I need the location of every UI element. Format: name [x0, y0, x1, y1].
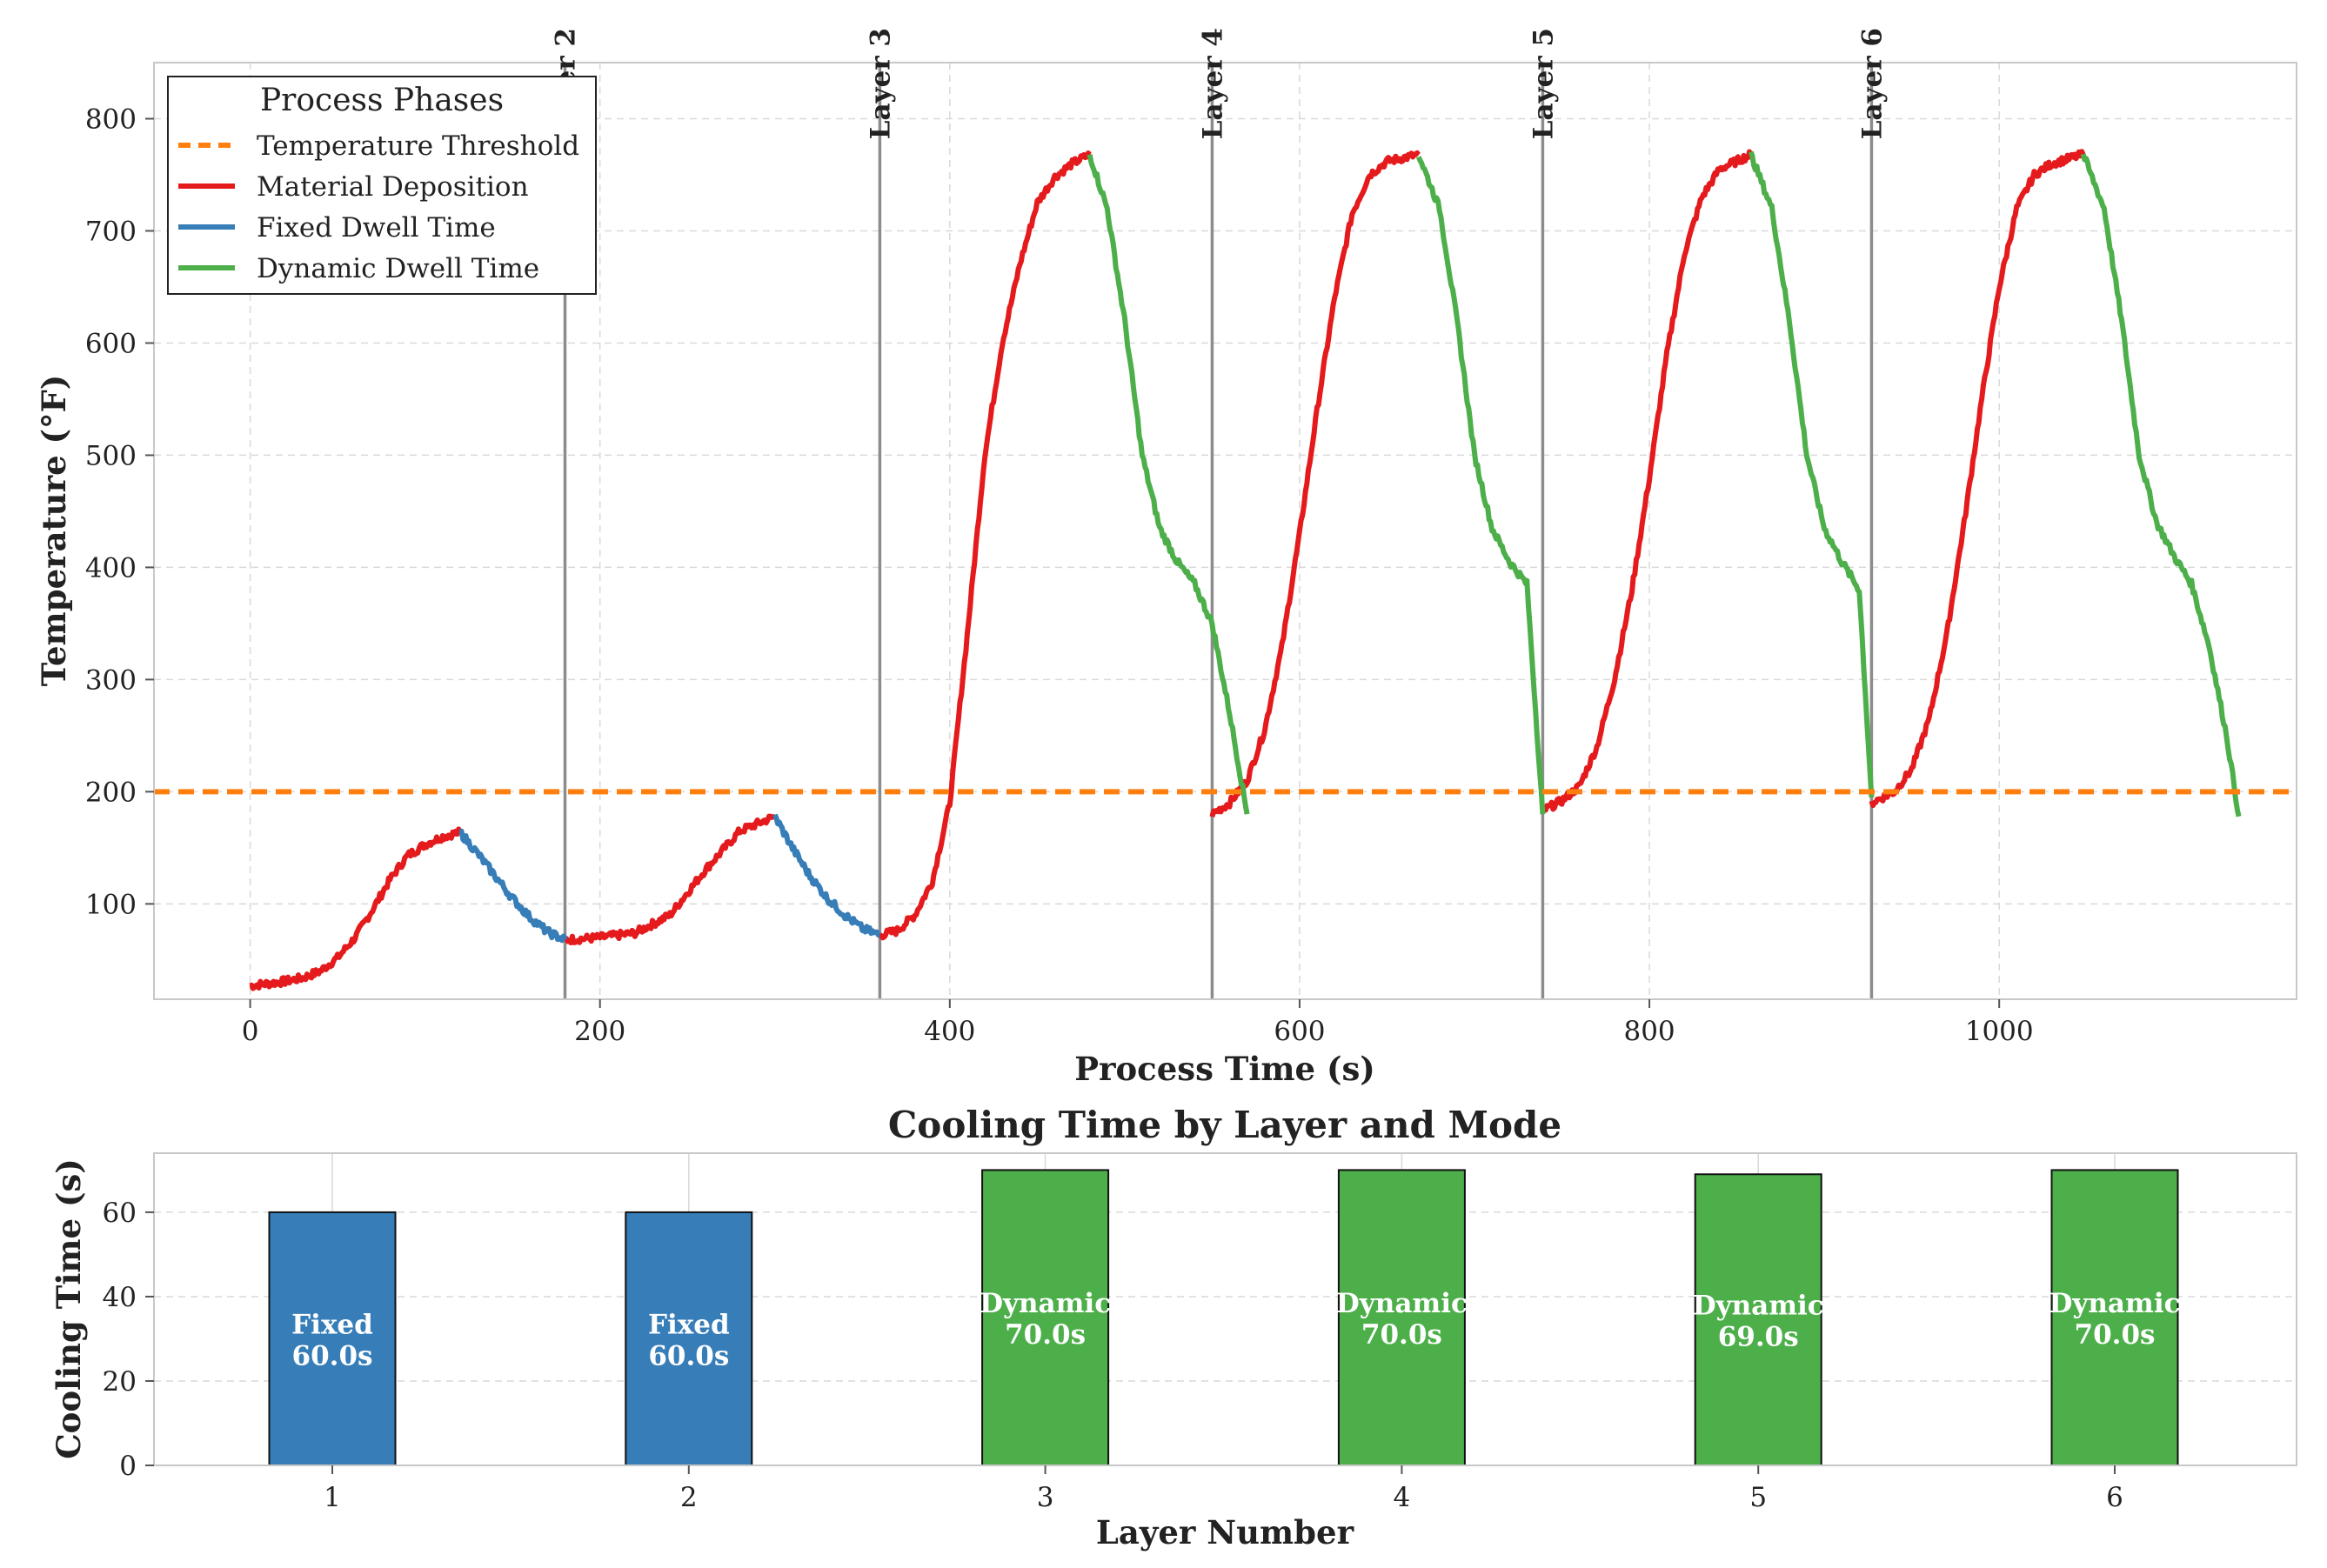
temperature-plot-frame [153, 62, 2297, 1000]
legend-entry-deposition: Material Deposition [257, 171, 529, 203]
x-tick-label: 800 [1623, 1016, 1675, 1047]
y-tick-label: 400 [85, 552, 137, 584]
bar-mode-label: Dynamic [2049, 1288, 2181, 1319]
bar-value-label: 70.0s [1005, 1319, 1086, 1351]
bar-layer-2 [625, 1211, 753, 1467]
y-tick-label: 700 [85, 216, 137, 247]
bar-x-tick-label: 5 [1749, 1482, 1767, 1513]
bar-y-axis-label: Cooling Time (s) [50, 1158, 88, 1459]
y-tick-label: 300 [85, 664, 137, 696]
bar-value-label: 70.0s [2075, 1319, 2156, 1351]
bar-layer-4 [1337, 1169, 1466, 1466]
bar-value-label: 60.0s [292, 1340, 373, 1371]
series-line-material-deposition [249, 826, 463, 991]
legend-entry-threshold: Temperature Threshold [257, 130, 579, 162]
bar-x-tick-label: 2 [680, 1482, 698, 1513]
temperature-chart: 0 200 400 600 800 1000 100 200 300 400 500 600 700 80… [35, 28, 2297, 1088]
series-line-fixed-dwell-time [772, 813, 881, 938]
layer-marker-label: Layer 3 [865, 28, 896, 139]
layer-marker-label: Layer 4 [1197, 28, 1228, 139]
bar-y-tick-label: 20 [103, 1366, 137, 1398]
series-line-dynamic-dwell-time [2080, 153, 2242, 817]
bar-mode-label: Fixed [648, 1309, 730, 1340]
bar-x-tick-label: 4 [1394, 1482, 1411, 1513]
bar-x-axis-label: Layer Number [1096, 1513, 1354, 1551]
series-line-dynamic-dwell-time [1415, 156, 1546, 815]
bar-mode-label: Dynamic [980, 1288, 1111, 1319]
cooling-time-chart: Cooling Time by Layer and Mode Fixed60.0… [50, 1104, 2297, 1551]
bar-y-tick-label: 60 [103, 1198, 137, 1229]
bar-mode-label: Fixed [291, 1309, 373, 1340]
bar-layer-1 [268, 1211, 397, 1467]
x-tick-label: 600 [1274, 1016, 1325, 1047]
legend-entry-fixed: Fixed Dwell Time [257, 212, 496, 244]
series-line-dynamic-dwell-time [1087, 154, 1250, 815]
x-tick-label: 1000 [1965, 1016, 2034, 1047]
y-tick-label: 100 [85, 889, 137, 920]
bar-y-tick-label: 0 [119, 1451, 137, 1482]
series-line-material-deposition [878, 150, 1092, 941]
y-tick-label: 600 [85, 328, 137, 359]
temperature-x-axis-label: Process Time (s) [1074, 1050, 1375, 1088]
y-tick-label: 800 [85, 103, 137, 135]
series-line-dynamic-dwell-time [1748, 150, 1875, 797]
bar-value-label: 70.0s [1361, 1319, 1442, 1351]
bar-value-label: 69.0s [1718, 1322, 1799, 1353]
layer-marker-label: Layer 5 [1528, 28, 1559, 139]
bar-layer-6 [2050, 1169, 2179, 1466]
bar-chart-title: Cooling Time by Layer and Mode [888, 1104, 1561, 1146]
bar-value-label: 60.0s [648, 1340, 729, 1371]
y-tick-label: 500 [85, 440, 137, 471]
x-tick-label: 200 [574, 1016, 625, 1047]
series-line-fixed-dwell-time [458, 828, 568, 944]
bar-mode-label: Dynamic [1693, 1291, 1824, 1322]
bar-layer-5 [1694, 1173, 1822, 1466]
temperature-y-axis-label: Temperature (°F) [35, 375, 73, 687]
bar-x-tick-label: 3 [1037, 1482, 1054, 1513]
bar-x-tick-label: 1 [324, 1482, 341, 1513]
series-line-material-deposition [1541, 149, 1754, 813]
legend-title: Process Phases [260, 83, 504, 118]
legend-box [167, 76, 597, 295]
bar-mode-label: Dynamic [1336, 1288, 1468, 1319]
bar-y-tick-label: 40 [103, 1282, 137, 1313]
bar-x-tick-label: 6 [2106, 1482, 2123, 1513]
series-line-material-deposition [1209, 150, 1421, 817]
legend-entry-dynamic: Dynamic Dwell Time [257, 253, 539, 284]
bar-plot-frame [153, 1152, 2297, 1466]
series-line-material-deposition [564, 813, 777, 945]
y-tick-label: 200 [85, 777, 137, 808]
legend: Process Phases Temperature Threshold Mat… [167, 76, 597, 295]
x-tick-label: 400 [924, 1016, 975, 1047]
series-line-material-deposition [1869, 149, 2086, 809]
layer-marker-label: Layer 6 [1856, 28, 1888, 139]
bar-layer-3 [981, 1169, 1110, 1466]
x-tick-label: 0 [242, 1016, 259, 1047]
